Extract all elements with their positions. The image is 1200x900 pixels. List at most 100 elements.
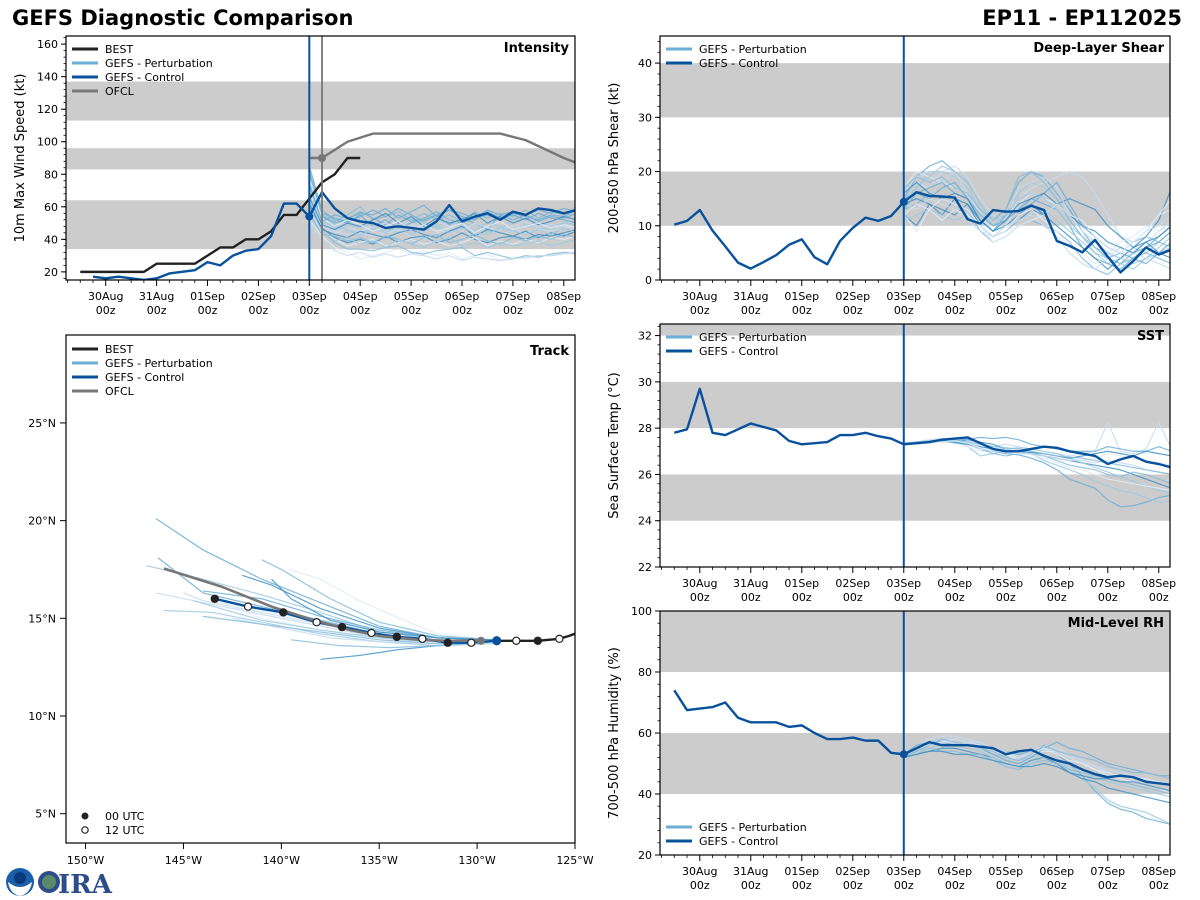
perturbation-line: [903, 747, 1170, 804]
y-tick-label: 20: [638, 166, 652, 179]
legend-label-control: GEFS - Control: [699, 345, 778, 358]
x-tick-label-hour: 00z: [843, 879, 863, 892]
x-tick-label: 145°W: [165, 854, 202, 867]
y-tick-label: 10°N: [28, 710, 56, 723]
y-axis-label: 200-850 hPa Shear (kt): [607, 83, 622, 234]
y-axis-label: Sea Surface Temp (°C): [607, 372, 622, 519]
init-control-marker: [899, 197, 908, 206]
perturbation-line: [903, 208, 1170, 265]
x-tick-label-date: 30Aug: [682, 577, 717, 590]
x-tick-label-hour: 00z: [401, 304, 421, 317]
legend-label-best: BEST: [105, 43, 133, 56]
shaded-band: [660, 611, 1170, 672]
x-tick-label-hour: 00z: [249, 304, 269, 317]
x-tick-label-hour: 00z: [792, 304, 812, 317]
x-tick-label-date: 30Aug: [88, 290, 123, 303]
perturbation-line: [903, 181, 1170, 270]
control-line: [673, 689, 1170, 786]
x-tick-label: 135°W: [361, 854, 398, 867]
plot-area: [673, 689, 1170, 825]
x-tick-label-date: 31Aug: [733, 865, 768, 878]
panel-sst: 22242628303230Aug00z31Aug00z01Sep00z02Se…: [607, 323, 1176, 604]
ofcl-line: [309, 132, 575, 164]
legend-label-perturbation: GEFS - Perturbation: [105, 357, 213, 370]
x-tick-label-hour: 00z: [792, 879, 812, 892]
x-tick-label-date: 05Sep: [988, 865, 1023, 878]
perturbation-track: [271, 578, 493, 641]
plot-frame: [659, 610, 1171, 856]
y-tick-label: 30: [638, 376, 652, 389]
control-track-marker: [467, 638, 476, 647]
x-tick-label-hour: 00z: [503, 304, 523, 317]
perturbation-line: [308, 196, 575, 231]
x-tick-label-hour: 00z: [452, 304, 472, 317]
y-tick-label: 30: [638, 111, 652, 124]
y-tick-label: 32: [638, 330, 652, 343]
legend-label-perturbation: GEFS - Perturbation: [699, 43, 807, 56]
y-tick-label: 40: [44, 233, 58, 246]
x-tick-label-hour: 00z: [741, 879, 761, 892]
x-tick-label-hour: 00z: [1047, 591, 1067, 604]
y-tick-label: 28: [638, 422, 652, 435]
control-line: [673, 190, 1170, 274]
init-control-marker: [305, 212, 314, 221]
y-tick-label: 100: [631, 605, 652, 618]
y-tick-label: 26: [638, 468, 652, 481]
x-tick-label-hour: 00z: [945, 304, 965, 317]
panel-title: Track: [530, 344, 569, 359]
panel-intensity: 2040608010012014016030Aug00z31Aug00z01Se…: [13, 35, 581, 317]
x-tick-label-hour: 00z: [198, 304, 218, 317]
perturbation-line: [308, 219, 575, 262]
legend-label-perturbation: GEFS - Perturbation: [105, 57, 213, 70]
perturbation-line: [308, 190, 575, 232]
x-tick-label: 140°W: [263, 854, 300, 867]
plot-area: [80, 132, 575, 280]
panel-title: Mid-Level RH: [1068, 616, 1164, 631]
best-track-marker: [512, 636, 521, 645]
plot-frame: [65, 35, 576, 281]
perturbation-line: [903, 440, 1170, 491]
x-tick-label-date: 30Aug: [682, 290, 717, 303]
x-tick-label-hour: 00z: [1149, 304, 1169, 317]
y-tick-label: 0: [645, 274, 652, 287]
x-tick-label-date: 08Sep: [1141, 290, 1176, 303]
x-tick-label-hour: 00z: [350, 304, 370, 317]
perturbation-line: [308, 203, 575, 239]
y-tick-label: 20°N: [28, 515, 56, 528]
x-tick-label-date: 08Sep: [546, 290, 581, 303]
x-tick-label-hour: 00z: [945, 879, 965, 892]
perturbation-track: [157, 557, 493, 643]
x-tick-label-date: 31Aug: [733, 290, 768, 303]
page-title: GEFS Diagnostic Comparison: [12, 6, 354, 30]
ofcl-init-marker: [477, 636, 486, 645]
shaded-band: [660, 733, 1170, 794]
x-tick-label-hour: 00z: [690, 591, 710, 604]
x-tick-label-date: 03Sep: [886, 577, 921, 590]
noaa-cira-logo: IRA: [6, 868, 113, 898]
x-tick-label-date: 04Sep: [937, 290, 972, 303]
y-tick-label: 120: [37, 103, 58, 116]
x-tick-label-hour: 00z: [554, 304, 574, 317]
cira-logo-icon: IRA: [38, 870, 113, 898]
control-track-marker: [392, 632, 402, 642]
perturbation-line: [308, 206, 575, 249]
y-tick-label: 60: [44, 201, 58, 214]
plot-area: [673, 160, 1170, 276]
legend-label-ofcl: OFCL: [105, 385, 135, 398]
x-tick-label-hour: 00z: [996, 879, 1016, 892]
x-tick-label-date: 02Sep: [241, 290, 276, 303]
control-track-marker: [243, 602, 253, 611]
y-tick-label: 22: [638, 561, 652, 574]
plot-frame: [65, 334, 576, 844]
shaded-band: [660, 63, 1170, 118]
y-tick-label: 40: [638, 57, 652, 70]
x-tick-label: 150°W: [67, 854, 104, 867]
x-tick-label-date: 03Sep: [886, 865, 921, 878]
x-tick-label: 130°W: [458, 854, 495, 867]
y-tick-label: 100: [37, 136, 58, 149]
control-line: [92, 190, 575, 280]
